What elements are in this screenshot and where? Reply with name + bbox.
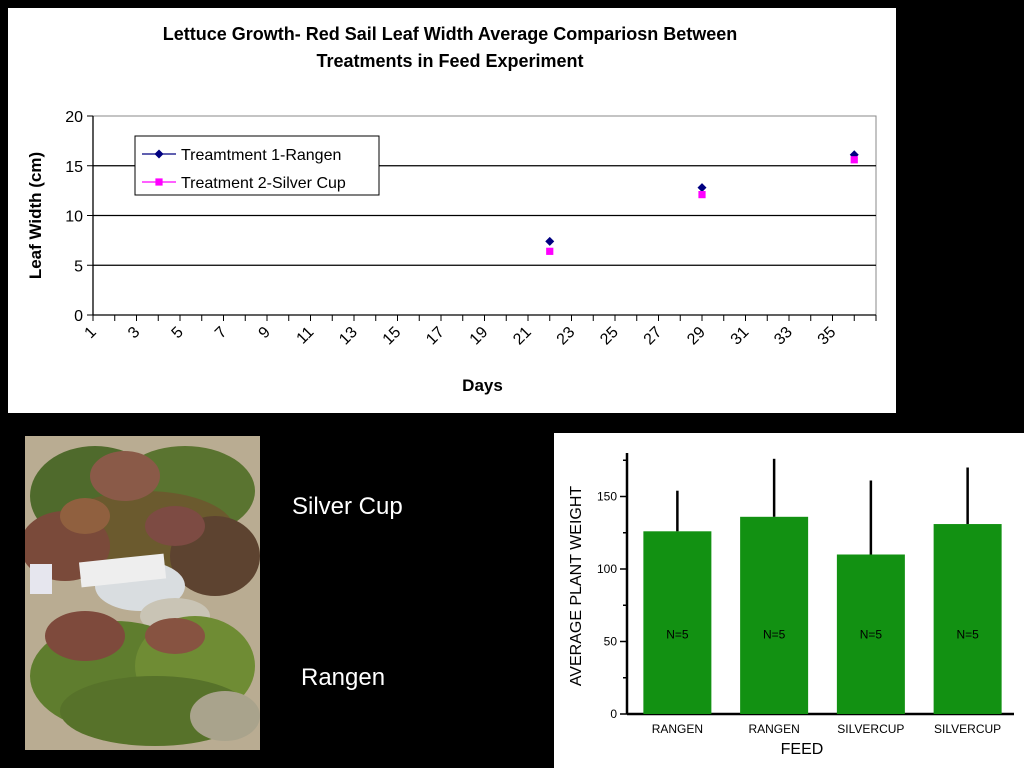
data-point-square bbox=[155, 178, 163, 186]
x-tick-label: 9 bbox=[256, 324, 274, 342]
chart-title-line: Lettuce Growth- Red Sail Leaf Width Aver… bbox=[163, 24, 738, 44]
y-tick-label: 100 bbox=[597, 562, 617, 576]
x-tick-label: 27 bbox=[641, 324, 666, 349]
leaf-width-chart: Lettuce Growth- Red Sail Leaf Width Aver… bbox=[8, 8, 896, 413]
data-point-diamond bbox=[154, 149, 164, 159]
x-tick-label: 25 bbox=[597, 324, 622, 349]
y-tick-label: 50 bbox=[604, 635, 618, 649]
lettuce-bottom-clump bbox=[30, 611, 260, 746]
x-tick-label: 17 bbox=[423, 324, 448, 349]
category-label: SILVERCUP bbox=[837, 722, 904, 736]
lettuce-top-clump bbox=[25, 446, 260, 596]
category-label: RANGEN bbox=[748, 722, 799, 736]
legend-box bbox=[134, 135, 380, 196]
y-tick-label: 15 bbox=[65, 159, 83, 176]
y-tick-label: 10 bbox=[65, 209, 83, 226]
y-tick-label: 0 bbox=[610, 707, 617, 721]
x-tick-label: 35 bbox=[815, 324, 840, 349]
x-tick-label: 21 bbox=[510, 324, 535, 349]
data-point-diamond bbox=[697, 183, 707, 193]
x-axis-label: FEED bbox=[781, 741, 824, 758]
x-tick-label: 1 bbox=[82, 324, 100, 342]
x-tick-label: 33 bbox=[771, 324, 796, 349]
y-axis-label: AVERAGE PLANT WEIGHT bbox=[568, 486, 585, 687]
data-point-square bbox=[698, 191, 706, 199]
x-tick-label: 13 bbox=[336, 324, 361, 349]
leaf-width-chart-svg: Lettuce Growth- Red Sail Leaf Width Aver… bbox=[26, 24, 877, 395]
rangen-label: Rangen bbox=[301, 664, 386, 691]
data-point-diamond bbox=[545, 236, 555, 246]
lettuce-photo-illustration bbox=[25, 436, 260, 750]
category-label: SILVERCUP bbox=[934, 722, 1001, 736]
bar bbox=[643, 531, 712, 714]
legend-label: Treamtment 1-Rangen bbox=[181, 147, 341, 164]
data-point-square bbox=[546, 247, 554, 255]
silver-cup-label: Silver Cup bbox=[292, 493, 403, 520]
y-tick-label: 0 bbox=[74, 308, 83, 325]
x-tick-label: 3 bbox=[125, 324, 143, 342]
bar-label: N=5 bbox=[763, 627, 786, 641]
x-tick-label: 29 bbox=[684, 324, 709, 349]
plant-weight-chart-svg: 0 50 100 150 N=5 RANGEN N=5 RANGEN N=5 SILVERCUP N… bbox=[568, 453, 1014, 758]
x-axis-label: Days bbox=[462, 376, 503, 395]
legend-label: Treatment 2-Silver Cup bbox=[181, 175, 346, 192]
x-tick-label: 19 bbox=[467, 324, 492, 349]
category-label: RANGEN bbox=[652, 722, 703, 736]
legend: Treamtment 1-Rangen Treatment 2-Silver Cu… bbox=[134, 135, 380, 196]
y-axis-label: Leaf Width (cm) bbox=[26, 152, 45, 279]
bar-label: N=5 bbox=[860, 627, 883, 641]
chart-title: Lettuce Growth- Red Sail Leaf Width Aver… bbox=[163, 24, 738, 71]
chart-title-line: Treatments in Feed Experiment bbox=[316, 51, 583, 71]
x-tick-label: 31 bbox=[728, 324, 753, 349]
y-tick-label: 150 bbox=[597, 490, 617, 504]
bar-label: N=5 bbox=[956, 627, 979, 641]
bar bbox=[740, 516, 809, 714]
bar-label: N=5 bbox=[666, 627, 689, 641]
lettuce-photo bbox=[25, 436, 260, 750]
plant-weight-chart: 0 50 100 150 N=5 RANGEN N=5 RANGEN N=5 SILVERCUP N… bbox=[554, 433, 1024, 768]
x-tick-label: 5 bbox=[169, 324, 187, 342]
bar bbox=[933, 524, 1002, 714]
y-tick-label: 20 bbox=[65, 109, 83, 126]
y-tick-label: 5 bbox=[74, 258, 83, 275]
x-tick-label: 23 bbox=[554, 324, 579, 349]
x-tick-label: 7 bbox=[212, 324, 230, 342]
bar bbox=[836, 554, 905, 714]
x-tick-label: 11 bbox=[294, 324, 318, 348]
data-point-square bbox=[850, 156, 858, 164]
x-tick-label: 15 bbox=[380, 324, 405, 349]
